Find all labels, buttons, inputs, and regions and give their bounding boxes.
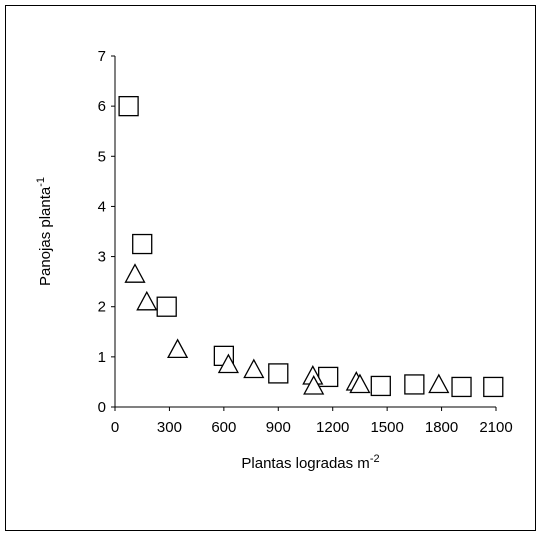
y-tick-label: 3 (98, 249, 106, 266)
x-tick-label: 1200 (316, 419, 349, 436)
square-marker (483, 376, 504, 398)
square-marker (451, 376, 472, 398)
triangle-marker (167, 338, 189, 359)
x-tick-label: 1800 (425, 419, 458, 436)
y-tick-label: 1 (98, 349, 106, 366)
y-tick-label: 4 (98, 198, 106, 215)
x-axis-title-superscript: -2 (370, 453, 380, 465)
x-tick-label: 300 (157, 419, 182, 436)
y-axis-title-superscript: -1 (35, 177, 47, 187)
x-ticks: 0 300 600 900 1200 1500 1800 2100 (111, 407, 513, 436)
triangle-marker (428, 373, 450, 394)
square-marker (156, 296, 177, 317)
x-tick-label: 0 (111, 419, 119, 436)
square-marker (132, 233, 153, 255)
x-tick-label: 1500 (370, 419, 403, 436)
x-axis-title: Plantas logradas m-2 (241, 453, 379, 472)
data-points (118, 95, 504, 398)
y-tick-label: 2 (98, 299, 106, 316)
triangle-marker (217, 353, 239, 374)
scatter-chart: 0 300 600 900 1200 1500 1800 2100 0 1 2 3 4 5 6 7 Plan… (35, 48, 513, 472)
y-tick-label: 5 (98, 148, 106, 165)
square-marker (404, 374, 425, 395)
y-tick-label: 0 (98, 399, 106, 416)
x-axis-title-text: Plantas logradas m (241, 455, 369, 472)
y-ticks: 0 1 2 3 4 5 6 7 (98, 48, 115, 416)
triangle-marker (243, 358, 265, 379)
x-tick-label: 2100 (479, 419, 512, 436)
x-tick-label: 600 (211, 419, 236, 436)
square-marker (268, 363, 289, 384)
triangle-marker (303, 375, 325, 395)
y-tick-label: 6 (98, 98, 106, 115)
x-tick-label: 900 (266, 419, 291, 436)
chart-frame: 0 300 600 900 1200 1500 1800 2100 0 1 2 3 4 5 6 7 Plan… (5, 5, 536, 531)
triangle-marker (136, 290, 158, 311)
axes (114, 56, 496, 408)
triangle-marker (124, 263, 146, 283)
y-axis-title-text: Panojas planta (37, 186, 54, 286)
y-tick-label: 7 (98, 48, 106, 65)
triangle-marker (349, 373, 371, 394)
square-marker (370, 375, 391, 397)
y-axis-title: Panojas planta-1 (35, 177, 54, 286)
square-marker (118, 95, 139, 117)
